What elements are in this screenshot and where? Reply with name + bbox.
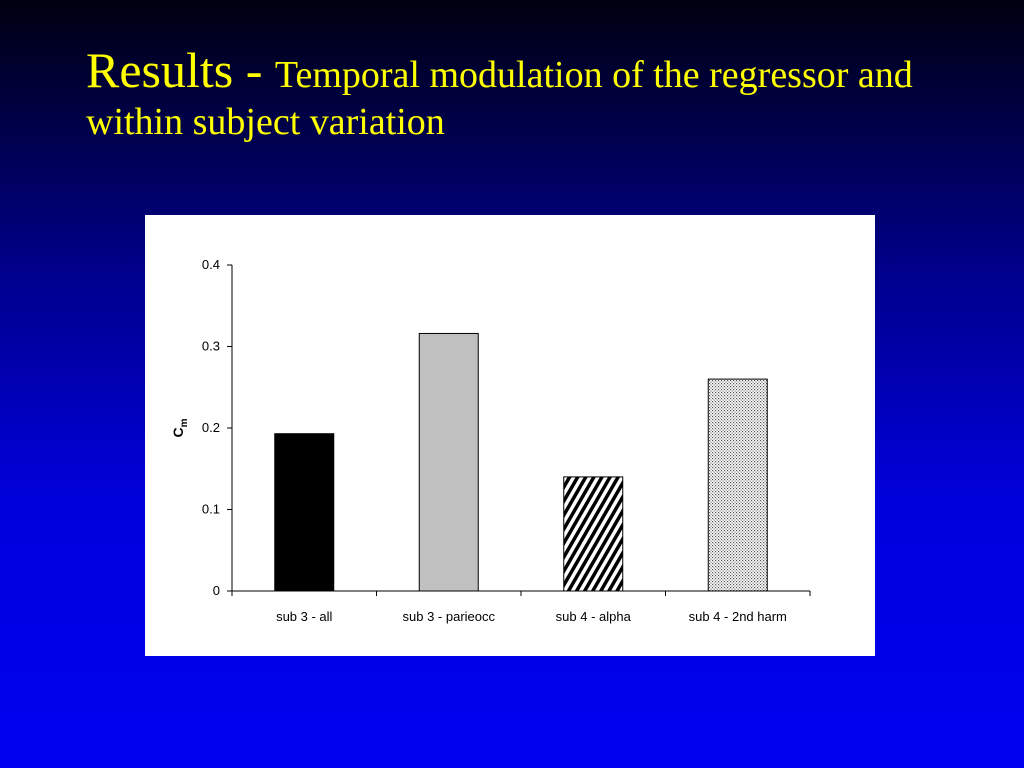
bar-1 — [274, 433, 335, 592]
bar-3 — [563, 476, 624, 592]
x-tick-label: sub 3 - parieocc — [403, 609, 496, 624]
axes-layer: 0 0.1 0.2 0.3 0.4 sub 3 - all sub 3 - parieocc… — [202, 257, 811, 624]
title-subtitle: Temporal modulation of the regressor and… — [86, 54, 913, 143]
y-tick-label: 0 — [213, 583, 220, 598]
x-tick-label: sub 3 - all — [276, 609, 332, 624]
x-tick-label: sub 4 - alpha — [556, 609, 632, 624]
bar-chart: 0 0.1 0.2 0.3 0.4 sub 3 - all sub 3 - parieocc… — [170, 257, 811, 624]
bar-4 — [707, 378, 768, 592]
slide-title: Results - Temporal modulation of the reg… — [86, 40, 946, 146]
y-tick-label: 0.4 — [202, 257, 220, 272]
y-tick-label: 0.3 — [202, 339, 220, 354]
title-main: Results - — [86, 42, 275, 98]
y-tick-label: 0.2 — [202, 420, 220, 435]
y-tick-label: 0.1 — [202, 502, 220, 517]
bar-2 — [418, 332, 479, 592]
bars-layer — [274, 332, 768, 592]
chart-panel: 0 0.1 0.2 0.3 0.4 sub 3 - all sub 3 - parieocc… — [145, 215, 875, 656]
x-tick-label: sub 4 - 2nd harm — [689, 609, 787, 624]
y-axis-label: Cm — [170, 418, 190, 437]
